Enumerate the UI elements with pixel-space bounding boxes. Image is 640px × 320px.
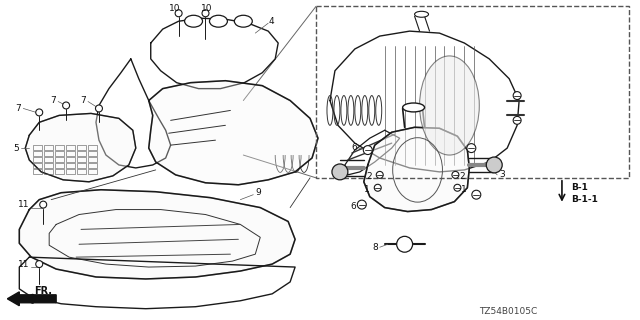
Bar xyxy=(66,169,75,174)
Text: 10: 10 xyxy=(169,4,180,13)
Text: 3: 3 xyxy=(499,170,505,180)
Text: 6: 6 xyxy=(351,143,357,152)
Text: 11: 11 xyxy=(18,200,29,209)
Text: B-1-1: B-1-1 xyxy=(571,195,598,204)
Polygon shape xyxy=(19,190,295,279)
Text: 4: 4 xyxy=(268,17,274,26)
Bar xyxy=(33,163,42,168)
Circle shape xyxy=(40,201,47,208)
Circle shape xyxy=(36,260,43,268)
Circle shape xyxy=(63,102,70,109)
Ellipse shape xyxy=(234,15,252,27)
Circle shape xyxy=(376,172,383,178)
FancyArrow shape xyxy=(8,292,56,306)
Bar xyxy=(55,145,64,150)
Bar xyxy=(66,151,75,156)
Bar xyxy=(88,145,97,150)
Circle shape xyxy=(36,109,43,116)
Bar xyxy=(77,157,86,162)
Circle shape xyxy=(454,184,461,191)
Text: 5: 5 xyxy=(13,144,19,153)
Text: 7: 7 xyxy=(80,96,86,105)
Ellipse shape xyxy=(415,11,429,17)
Bar xyxy=(88,163,97,168)
Circle shape xyxy=(513,92,521,100)
Bar xyxy=(77,163,86,168)
Circle shape xyxy=(374,184,381,191)
Text: 11: 11 xyxy=(18,260,29,268)
Polygon shape xyxy=(148,81,318,185)
Ellipse shape xyxy=(184,15,202,27)
Bar xyxy=(77,151,86,156)
Bar xyxy=(44,163,53,168)
Text: 2: 2 xyxy=(460,172,465,181)
Bar xyxy=(55,157,64,162)
Bar xyxy=(33,151,42,156)
Circle shape xyxy=(202,10,209,17)
Polygon shape xyxy=(364,127,469,212)
Bar xyxy=(55,163,64,168)
Text: 7: 7 xyxy=(51,96,56,105)
Bar xyxy=(66,145,75,150)
Circle shape xyxy=(513,116,521,124)
Text: 9: 9 xyxy=(255,188,261,197)
Text: TZ54B0105C: TZ54B0105C xyxy=(479,307,538,316)
Circle shape xyxy=(486,157,502,173)
Polygon shape xyxy=(26,113,136,182)
Circle shape xyxy=(467,144,476,153)
Bar xyxy=(66,163,75,168)
Bar xyxy=(33,157,42,162)
Ellipse shape xyxy=(209,15,227,27)
Text: 8: 8 xyxy=(372,243,378,252)
Text: 1: 1 xyxy=(461,185,467,194)
Bar xyxy=(33,145,42,150)
Bar xyxy=(88,169,97,174)
Bar xyxy=(55,151,64,156)
Text: 6: 6 xyxy=(350,202,356,211)
Circle shape xyxy=(397,236,413,252)
Bar xyxy=(44,151,53,156)
Ellipse shape xyxy=(403,103,424,112)
Circle shape xyxy=(364,146,372,155)
Circle shape xyxy=(175,10,182,17)
Bar xyxy=(88,157,97,162)
Text: B-1: B-1 xyxy=(571,183,588,192)
Text: 10: 10 xyxy=(200,4,212,13)
Text: 7: 7 xyxy=(15,104,21,113)
Text: 1: 1 xyxy=(364,185,370,194)
Ellipse shape xyxy=(420,56,479,155)
Bar xyxy=(88,151,97,156)
Bar xyxy=(44,157,53,162)
Circle shape xyxy=(452,172,459,178)
Bar xyxy=(66,157,75,162)
Text: 2: 2 xyxy=(366,172,372,181)
Bar xyxy=(44,145,53,150)
Bar xyxy=(55,169,64,174)
Circle shape xyxy=(357,200,366,209)
Bar xyxy=(77,169,86,174)
Bar xyxy=(316,6,628,178)
Circle shape xyxy=(472,190,481,199)
Bar xyxy=(44,169,53,174)
Bar xyxy=(33,169,42,174)
Text: FR.: FR. xyxy=(34,286,52,296)
Bar xyxy=(77,145,86,150)
Circle shape xyxy=(332,164,348,180)
Circle shape xyxy=(95,105,102,112)
